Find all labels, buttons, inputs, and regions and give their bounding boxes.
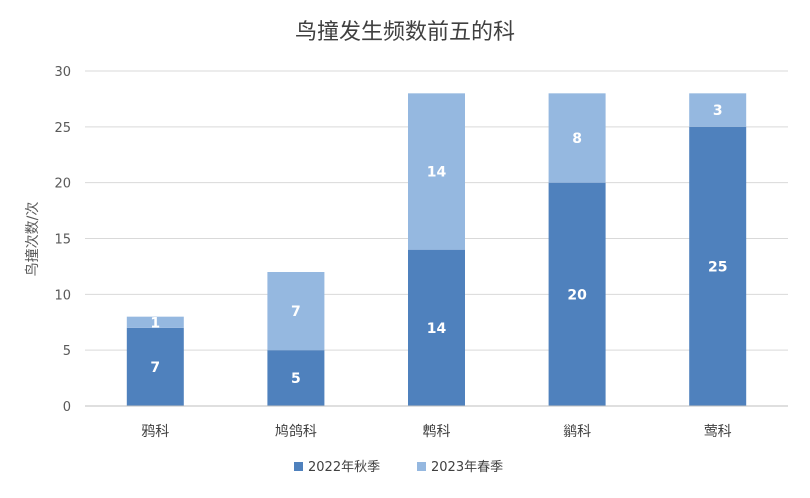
chart-title: 鸟撞发生频数前五的科	[295, 20, 515, 45]
data-label: 3	[713, 103, 723, 119]
legend: 2022年秋季 2023年春季	[294, 460, 503, 475]
x-tick-label: 鸦科	[141, 423, 169, 440]
legend-swatch	[417, 462, 426, 471]
bar-segment	[408, 249, 465, 406]
y-tick-label: 30	[54, 65, 71, 80]
y-tick-label: 20	[54, 177, 71, 192]
bar-segment	[689, 126, 747, 406]
x-tick-label: 莺科	[704, 424, 732, 440]
bar-segment	[126, 316, 184, 328]
y-tick-label: 25	[54, 121, 71, 136]
bar-segment	[689, 93, 747, 127]
data-label: 5	[291, 371, 301, 387]
bar-segment	[126, 327, 184, 406]
y-tick-label: 10	[54, 288, 71, 303]
y-tick-label: 5	[63, 344, 71, 359]
bar-segment	[267, 272, 325, 351]
y-tick-label: 15	[54, 233, 71, 248]
bar-segment	[408, 93, 465, 250]
bar-segment	[267, 350, 325, 406]
data-label: 7	[291, 304, 301, 320]
y-tick-label: 0	[63, 400, 71, 415]
bar-segment	[548, 182, 606, 406]
data-label: 14	[427, 165, 447, 181]
bar-segment	[548, 93, 606, 183]
x-tick-label: 鸠鸽科	[275, 423, 317, 440]
data-label: 1	[150, 315, 160, 331]
x-tick-label: 鹎科	[423, 424, 451, 440]
y-axis-ticks: 0 5 10 15 20 25 30	[54, 65, 71, 415]
data-label: 8	[572, 131, 582, 147]
legend-label: 2023年春季	[431, 460, 503, 475]
data-label: 7	[150, 360, 160, 376]
y-axis-label: 鸟撞次数/次	[25, 202, 41, 277]
data-label: 14	[427, 321, 447, 337]
bars: 7 1 5 7 14 14 20 8 25 3	[126, 93, 747, 406]
data-label: 20	[567, 287, 587, 303]
x-axis-labels: 鸦科 鸠鸽科 鹎科 鹟科 莺科	[141, 423, 731, 440]
legend-label: 2022年秋季	[308, 460, 380, 475]
legend-swatch	[294, 462, 303, 471]
data-label: 25	[708, 259, 727, 275]
x-tick-label: 鹟科	[563, 424, 591, 440]
